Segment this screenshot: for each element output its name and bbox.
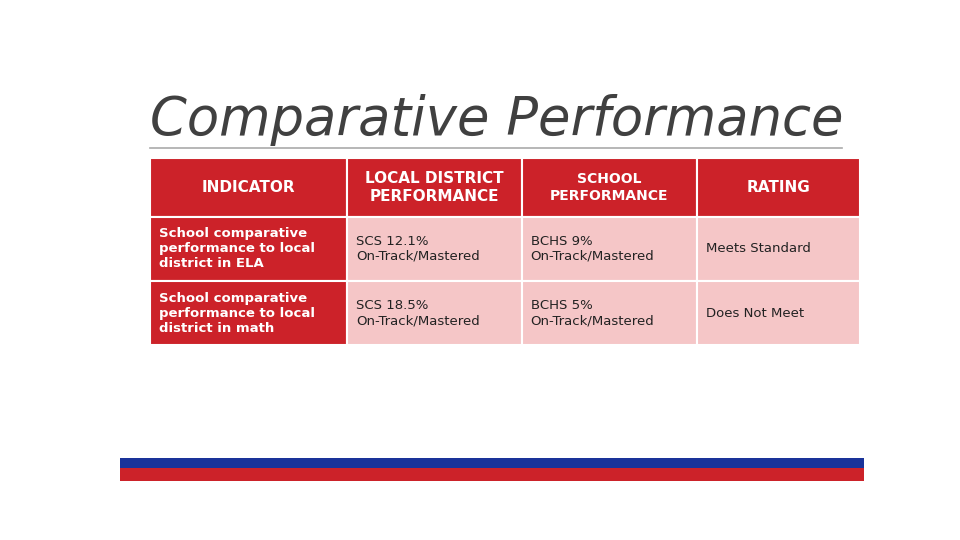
Text: Meets Standard: Meets Standard [706,242,810,255]
Text: LOCAL DISTRICT
PERFORMANCE: LOCAL DISTRICT PERFORMANCE [365,171,504,204]
Text: SCHOOL
PERFORMANCE: SCHOOL PERFORMANCE [550,172,668,202]
FancyBboxPatch shape [522,158,697,217]
Text: School comparative
performance to local
district in ELA: School comparative performance to local … [158,227,315,271]
FancyBboxPatch shape [522,217,697,281]
Text: BCHS 9%
On-Track/Mastered: BCHS 9% On-Track/Mastered [531,235,655,263]
Text: Comparative Performance: Comparative Performance [150,94,843,146]
FancyBboxPatch shape [150,217,347,281]
FancyBboxPatch shape [697,281,860,346]
FancyBboxPatch shape [697,217,860,281]
Text: SCS 12.1%
On-Track/Mastered: SCS 12.1% On-Track/Mastered [356,235,480,263]
FancyBboxPatch shape [697,158,860,217]
Text: Does Not Meet: Does Not Meet [706,307,804,320]
FancyBboxPatch shape [120,458,864,468]
Text: RATING: RATING [747,180,810,195]
FancyBboxPatch shape [150,281,347,346]
FancyBboxPatch shape [347,281,522,346]
Text: School comparative
performance to local
district in math: School comparative performance to local … [158,292,315,335]
FancyBboxPatch shape [347,158,522,217]
Text: BCHS 5%
On-Track/Mastered: BCHS 5% On-Track/Mastered [531,299,655,327]
FancyBboxPatch shape [120,458,864,481]
Text: INDICATOR: INDICATOR [202,180,295,195]
Text: SCS 18.5%
On-Track/Mastered: SCS 18.5% On-Track/Mastered [356,299,480,327]
FancyBboxPatch shape [150,158,347,217]
FancyBboxPatch shape [522,281,697,346]
FancyBboxPatch shape [347,217,522,281]
